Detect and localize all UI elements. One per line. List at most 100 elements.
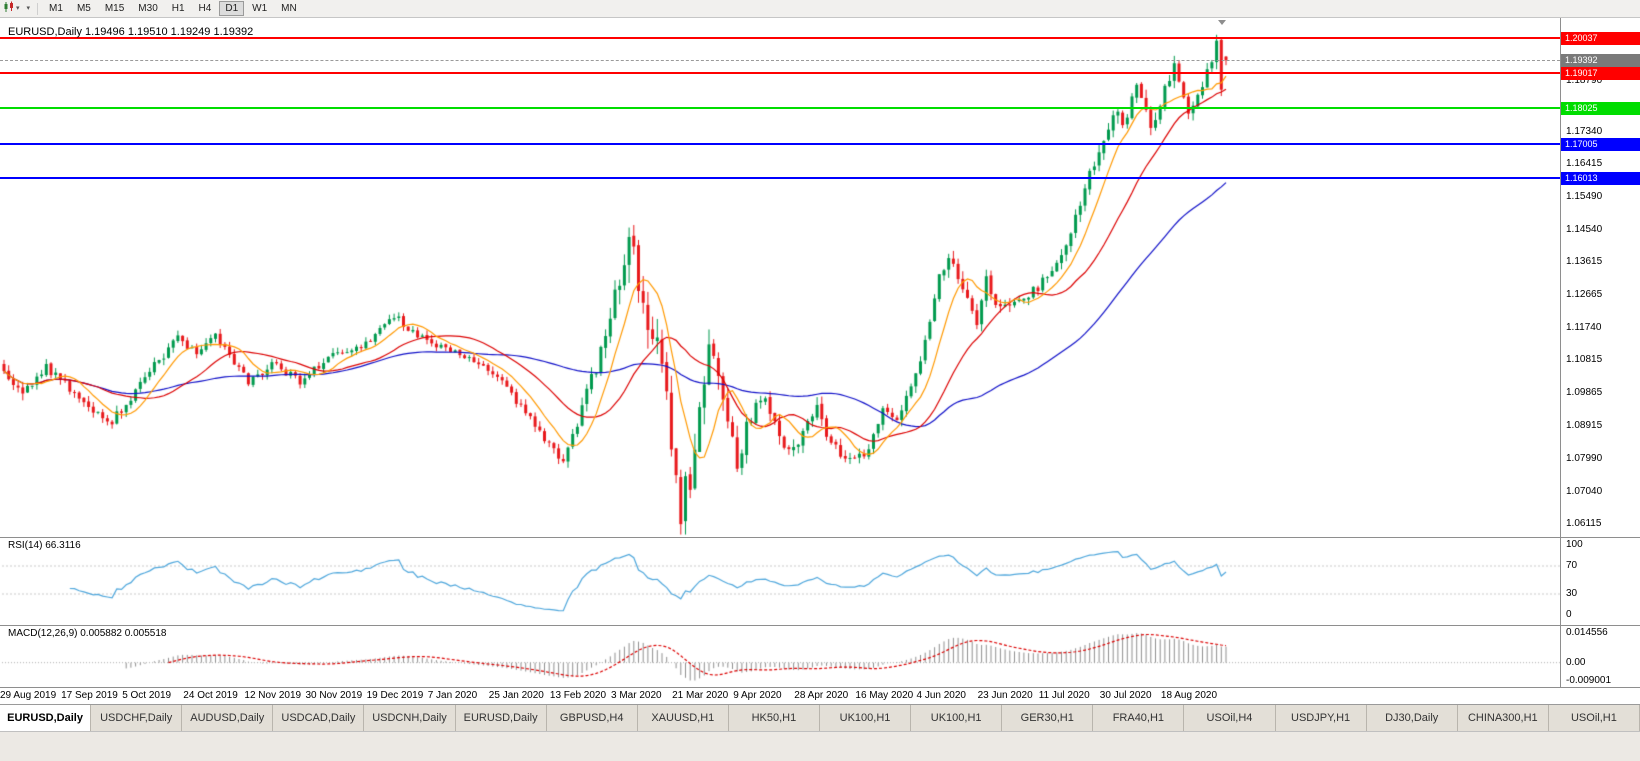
- pane-separator-macd[interactable]: [0, 625, 1640, 626]
- hline-label-1.19017: 1.19017: [1561, 67, 1640, 81]
- chevron-down-icon: ▾: [16, 4, 20, 12]
- chart-toolbar: ▾ ▾ M1 M5 M15 M30 H1 H4 D1 W1 MN: [0, 0, 1640, 18]
- chart-tab-4-USDCNH-Daily[interactable]: USDCNH,Daily: [364, 705, 456, 731]
- chart-tab-1-USDCHF-Daily[interactable]: USDCHF,Daily: [91, 705, 183, 731]
- pane-separator-rsi[interactable]: [0, 537, 1640, 538]
- date-label: 12 Nov 2019: [244, 690, 302, 701]
- chart-tab-0-EURUSD-Daily[interactable]: EURUSD,Daily: [0, 705, 92, 731]
- timeframe-W1[interactable]: W1: [252, 3, 268, 14]
- date-label: 13 Feb 2020: [549, 690, 607, 701]
- price-tick: 1.16415: [1566, 158, 1603, 170]
- date-label: 24 Oct 2019: [183, 690, 238, 701]
- price-tick: 1.07990: [1566, 452, 1603, 464]
- date-label: 28 Apr 2020: [794, 690, 849, 701]
- status-strip: [0, 731, 1640, 761]
- timeframe-M1[interactable]: M1: [49, 3, 63, 14]
- chart-tab-13-USOil-H4[interactable]: USOil,H4: [1184, 705, 1276, 731]
- hline-label-1.18025: 1.18025: [1561, 101, 1640, 115]
- chart-tab-2-AUDUSD-Daily[interactable]: AUDUSD,Daily: [182, 705, 274, 731]
- hline-1.18025[interactable]: [0, 106, 1560, 109]
- rsi-tick: 0: [1566, 609, 1572, 620]
- chart-tab-11-GER30-H1[interactable]: GER30,H1: [1002, 705, 1094, 731]
- ohlc-info: EURUSD,Daily 1.19496 1.19510 1.19249 1.1…: [8, 26, 254, 38]
- date-label: 29 Aug 2019: [0, 690, 57, 701]
- hline-label-1.17005: 1.17005: [1561, 137, 1640, 151]
- chart-tab-8-HK50-H1[interactable]: HK50,H1: [728, 705, 820, 731]
- chevron-down-icon: ▾: [26, 4, 31, 12]
- bid-price-label: 1.19392: [1561, 54, 1640, 68]
- chart-tab-5-EURUSD-Daily[interactable]: EURUSD,Daily: [455, 705, 547, 731]
- rsi-tick: 100: [1566, 539, 1583, 550]
- date-label: 16 May 2020: [855, 690, 914, 701]
- chart-tab-9-UK100-H1[interactable]: UK100,H1: [819, 705, 912, 731]
- chart-tab-6-GBPUSD-H4[interactable]: GBPUSD,H4: [546, 705, 638, 731]
- price-axis[interactable]: [1560, 18, 1640, 688]
- zoom-dropdown-button[interactable]: ▾: [23, 1, 34, 17]
- chart-tabs-bar: EURUSD,Daily USDCHF,Daily AUDUSD,Daily USDC…: [0, 704, 1640, 731]
- timeframe-M5[interactable]: M5: [76, 3, 91, 14]
- chart-type-button[interactable]: ▾: [0, 1, 23, 17]
- date-label: 4 Jun 2020: [916, 690, 967, 701]
- price-tick: 1.12665: [1566, 289, 1603, 301]
- date-label: 11 Jul 2020: [1038, 690, 1090, 701]
- chart-tab-10-UK100-H1[interactable]: UK100,H1: [911, 705, 1003, 731]
- time-axis[interactable]: 29 Aug 2019 17 Sep 2019 5 Oct 2019 24 Oct 2…: [0, 688, 1560, 704]
- timeframe-H4[interactable]: H4: [198, 3, 212, 14]
- timeframe-M15[interactable]: M15: [104, 3, 125, 14]
- chart-bottom-frame: [0, 687, 1640, 688]
- chart-tab-15-DJ30-Daily[interactable]: DJ30,Daily: [1366, 705, 1458, 731]
- date-label: 9 Apr 2020: [733, 690, 782, 701]
- chart-tab-16-CHINA300-H1[interactable]: CHINA300,H1: [1457, 705, 1549, 731]
- timeframe-H1[interactable]: H1: [171, 3, 185, 14]
- date-label: 23 Jun 2020: [977, 690, 1033, 701]
- timeframe-MN[interactable]: MN: [281, 3, 297, 14]
- macd-label: MACD(12,26,9) 0.005882 0.005518: [8, 628, 167, 639]
- chart-tab-3-USDCAD-Daily[interactable]: USDCAD,Daily: [273, 705, 365, 731]
- price-tick: 1.11740: [1566, 321, 1602, 333]
- macd-tick: -0.009001: [1566, 675, 1612, 686]
- date-label: 30 Nov 2019: [305, 690, 363, 701]
- price-tick: 1.07040: [1566, 485, 1603, 497]
- price-tick: 1.13615: [1566, 256, 1603, 268]
- date-label: 21 Mar 2020: [672, 690, 729, 701]
- rsi-tick: 30: [1566, 588, 1578, 599]
- rsi-tick: 70: [1566, 560, 1578, 571]
- macd-tick: 0.014556: [1566, 627, 1608, 638]
- bid-price-line: [0, 60, 1560, 62]
- price-tick: 1.17340: [1566, 125, 1603, 137]
- hline-1.19017[interactable]: [0, 72, 1560, 75]
- hline-1.20037[interactable]: [0, 36, 1560, 39]
- hline-1.17005[interactable]: [0, 142, 1560, 145]
- date-label: 3 Mar 2020: [611, 690, 662, 701]
- price-tick: 1.08915: [1566, 420, 1603, 432]
- date-label: 25 Jan 2020: [488, 690, 544, 701]
- candlestick-chart-icon: [3, 1, 15, 16]
- chart-tab-12-FRA40-H1[interactable]: FRA40,H1: [1093, 705, 1185, 731]
- chart-tab-14-USDJPY-H1[interactable]: USDJPY,H1: [1275, 705, 1367, 731]
- timeframe-M30[interactable]: M30: [138, 3, 158, 14]
- price-tick: 1.09865: [1566, 387, 1603, 399]
- price-tick: 1.06115: [1566, 518, 1602, 530]
- chart-window: 1.18790 1.17340 1.16415 1.15490 1.14540 1.136…: [0, 18, 1640, 704]
- timeframe-buttons: M1 M5 M15 M30 H1 H4 D1 W1 MN: [42, 1, 304, 16]
- price-tick: 1.14540: [1566, 223, 1603, 235]
- date-label: 18 Aug 2020: [1160, 690, 1218, 701]
- date-label: 7 Jan 2020: [427, 690, 478, 701]
- date-label: 19 Dec 2019: [366, 690, 424, 701]
- timeframe-D1[interactable]: D1: [219, 1, 245, 16]
- price-tick: 1.10815: [1566, 353, 1603, 365]
- hline-label-1.16013: 1.16013: [1561, 172, 1640, 186]
- chart-tab-7-XAUUSD-H1[interactable]: XAUUSD,H1: [637, 705, 729, 731]
- chart-overlays: 1.18790 1.17340 1.16415 1.15490 1.14540 1.136…: [0, 18, 1640, 688]
- toolbar-separator: [37, 2, 39, 15]
- price-chart-canvas[interactable]: [0, 18, 1640, 688]
- date-label: 30 Jul 2020: [1099, 690, 1152, 701]
- price-tick: 1.15490: [1566, 190, 1603, 202]
- chart-tab-17-USOil-H1[interactable]: USOil,H1: [1548, 705, 1640, 731]
- hline-label-1.20037: 1.20037: [1561, 31, 1640, 45]
- date-label: 17 Sep 2019: [61, 690, 118, 701]
- date-label: 5 Oct 2019: [122, 690, 172, 701]
- macd-tick: 0.00: [1566, 656, 1586, 668]
- hline-1.16013[interactable]: [0, 177, 1560, 180]
